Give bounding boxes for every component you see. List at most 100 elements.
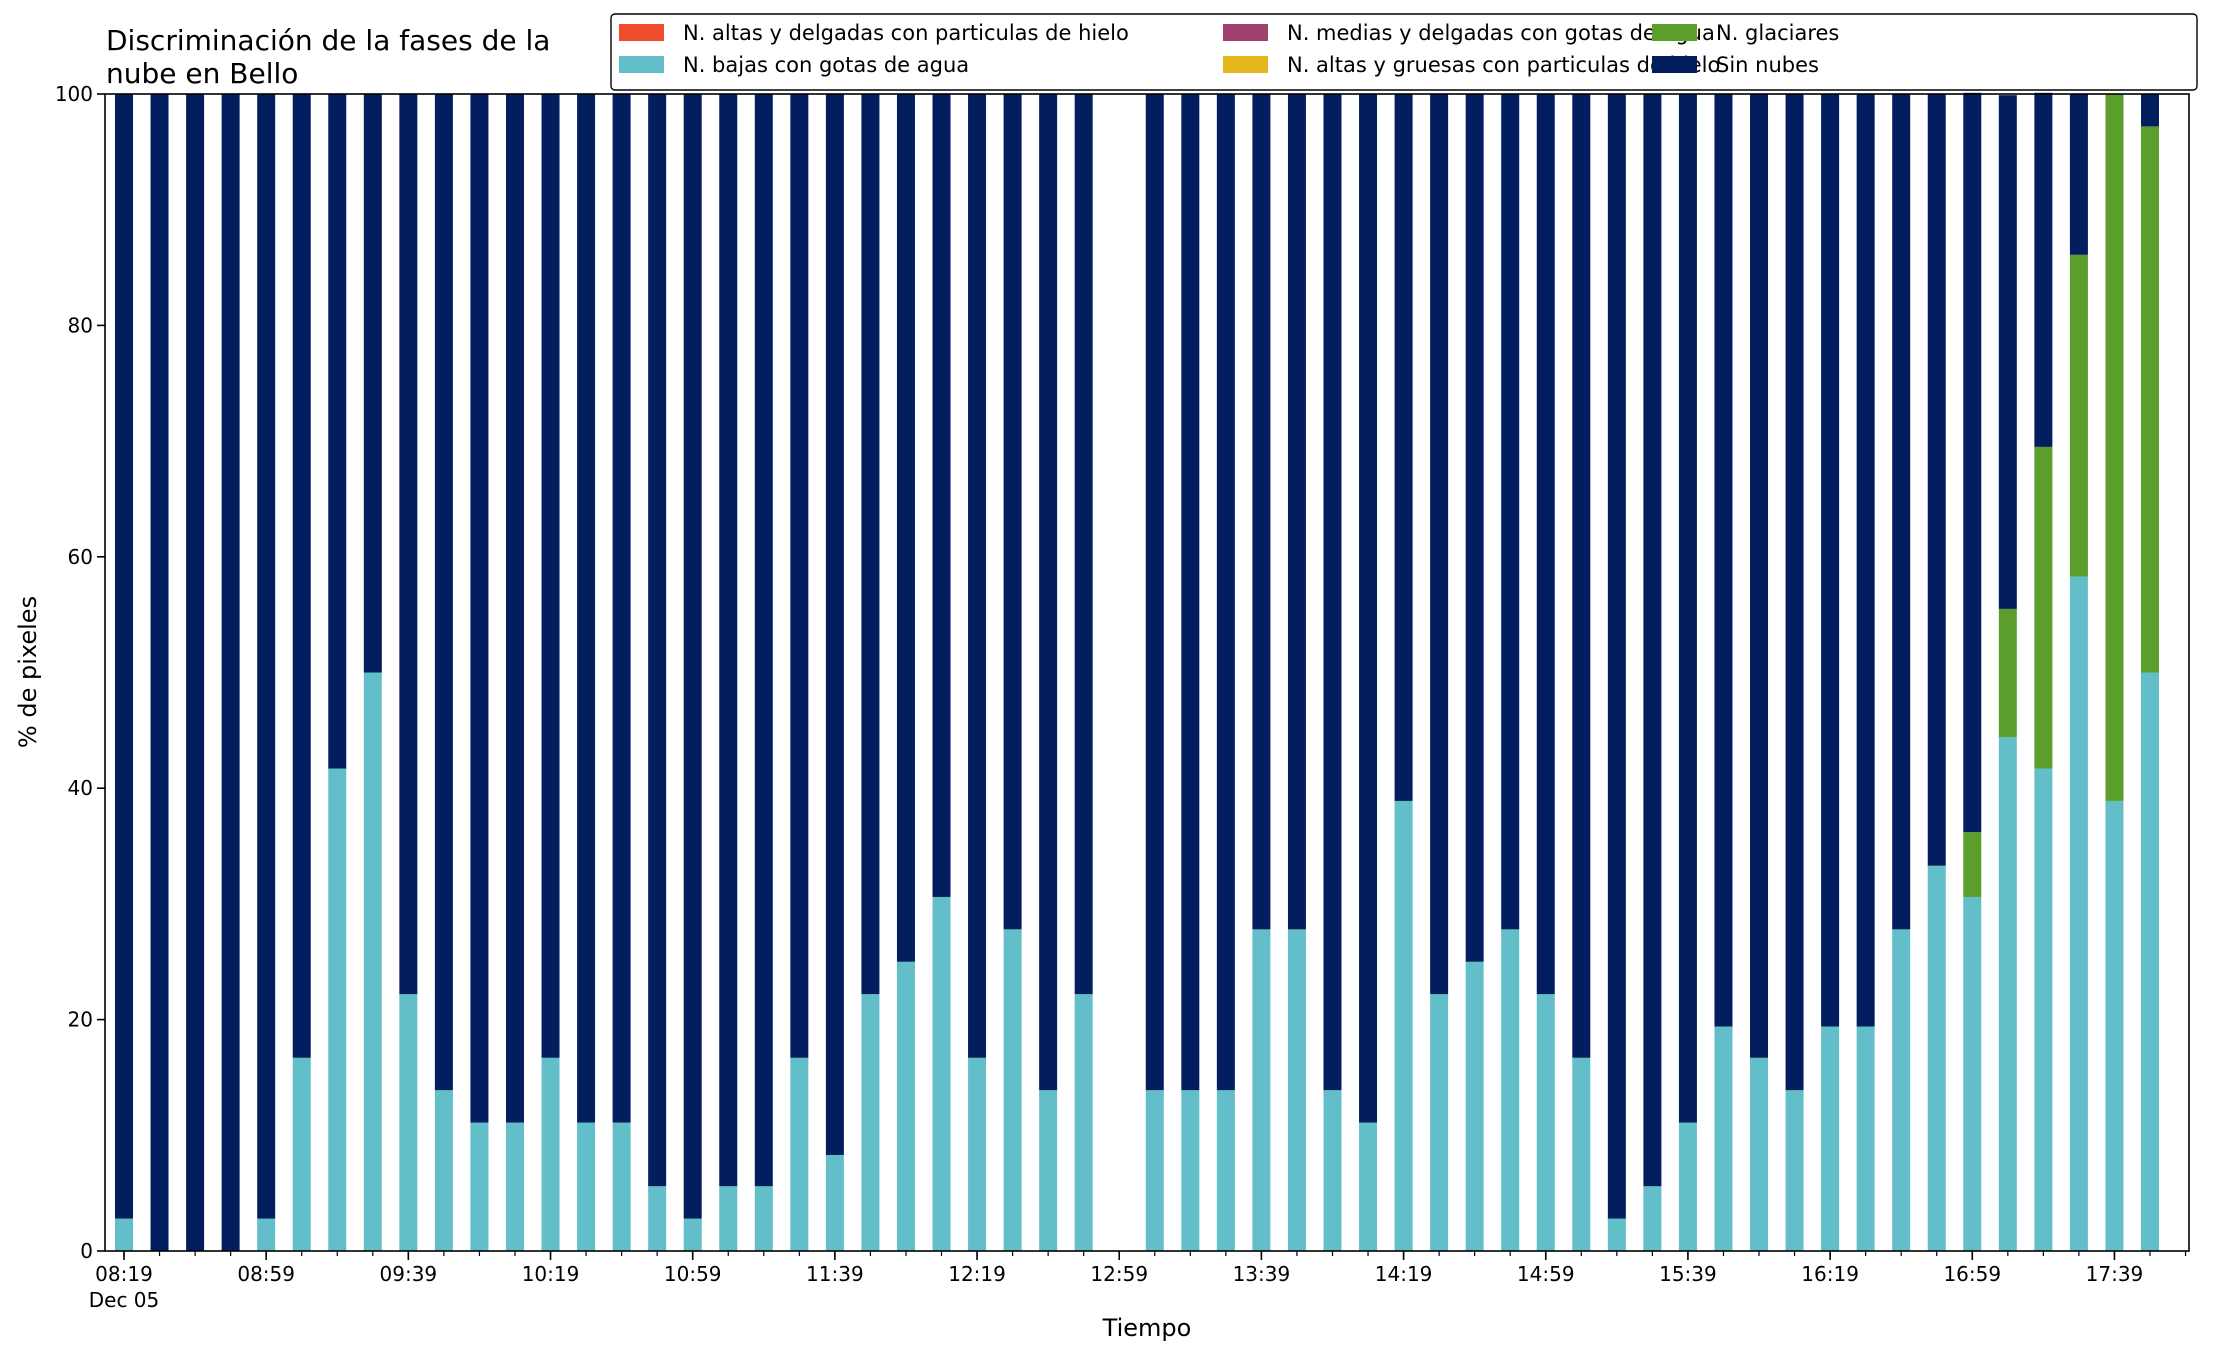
bar-segment — [2105, 800, 2124, 1251]
bar-segment — [754, 1186, 773, 1251]
bar-segment — [1181, 94, 1200, 1091]
x-tick-label: 12:59 — [1090, 1262, 1148, 1286]
bar-segment — [1927, 94, 1946, 866]
bar-segment — [1145, 94, 1164, 1091]
bar-segment — [1785, 1090, 1804, 1251]
bar-segment — [1963, 896, 1982, 1251]
bar-segment — [648, 94, 667, 1187]
x-tick-label: 16:59 — [1943, 1262, 2001, 1286]
bar-segment — [2034, 768, 2053, 1251]
bar-segment — [292, 1057, 311, 1251]
bar-segment — [1039, 1090, 1058, 1251]
bar-segment — [968, 94, 987, 1058]
bar-segment — [1359, 94, 1378, 1123]
bar-segment — [1287, 929, 1306, 1251]
bar-segment — [1359, 1122, 1378, 1251]
bar-segment — [1643, 94, 1662, 1187]
bar-segment — [1750, 94, 1769, 1058]
bar-segment — [541, 1057, 560, 1251]
y-axis: 0 20 40 60 80 100 — [55, 82, 105, 1263]
bar-segment — [577, 1122, 596, 1251]
legend-swatch — [619, 56, 664, 73]
y-tick-label: 20 — [68, 1008, 93, 1032]
bar-segment — [932, 94, 951, 897]
x-tick-label: 16:19 — [1801, 1262, 1859, 1286]
bar-segment — [1607, 94, 1626, 1219]
bar-segment — [612, 94, 631, 1123]
x-tick-label: 14:59 — [1517, 1262, 1575, 1286]
bar-segment — [790, 94, 809, 1058]
x-tick-label: 13:39 — [1233, 1262, 1291, 1286]
legend-entry-label: N. altas y gruesas con particulas de hie… — [1287, 53, 1720, 77]
bar-segment — [932, 896, 951, 1251]
bar-segment — [292, 94, 311, 1058]
bar-segment — [648, 1186, 667, 1251]
bar-segment — [1714, 94, 1733, 1027]
bar-segment — [1892, 94, 1911, 930]
bar-segment — [1714, 1026, 1733, 1251]
bar-segment — [1287, 94, 1306, 930]
plot-area-frame — [104, 93, 2190, 1252]
bar-segment — [1998, 95, 2017, 609]
bar-segment — [719, 1186, 738, 1251]
bars-group — [115, 92, 2159, 1251]
bar-segment — [115, 1218, 133, 1251]
bar-segment — [577, 94, 596, 1123]
chart-title-line-2: nube en Bello — [106, 57, 298, 90]
bar-segment — [612, 1122, 631, 1251]
bar-segment — [790, 1057, 809, 1251]
bar-segment — [2034, 446, 2053, 769]
bar-segment — [1181, 1090, 1200, 1251]
bar-segment — [1678, 94, 1697, 1123]
bar-segment — [2069, 576, 2088, 1251]
bar-segment — [2069, 254, 2088, 577]
bar-segment — [2105, 94, 2124, 801]
x-tick-label: 09:39 — [380, 1262, 438, 1286]
bar-segment — [1465, 94, 1484, 962]
bar-segment — [825, 1154, 844, 1251]
legend-entry-label: Sin nubes — [1716, 53, 1819, 77]
bar-segment — [2069, 94, 2088, 255]
bar-segment — [505, 1122, 524, 1251]
bar-segment — [115, 94, 133, 1219]
bar-segment — [399, 94, 418, 995]
bar-segment — [1074, 94, 1093, 995]
bar-segment — [1323, 1090, 1342, 1251]
bar-segment — [150, 94, 169, 1251]
bar-segment — [363, 672, 382, 1251]
bar-segment — [1252, 94, 1271, 930]
y-tick-label: 60 — [68, 545, 93, 569]
bar-segment — [2034, 92, 2053, 447]
bar-segment — [896, 961, 915, 1251]
x-tick-label: 14:19 — [1375, 1262, 1433, 1286]
x-tick-label: 10:19 — [522, 1262, 580, 1286]
bar-segment — [825, 94, 844, 1155]
y-tick-label: 0 — [80, 1239, 93, 1263]
bar-segment — [221, 94, 240, 1251]
bar-segment — [1145, 1090, 1164, 1251]
legend-swatch — [1223, 24, 1268, 41]
x-axis-label: Tiempo — [1102, 1314, 1192, 1342]
bar-segment — [1998, 608, 2017, 738]
y-tick-label: 40 — [68, 776, 93, 800]
bar-segment — [1927, 865, 1946, 1251]
bar-segment — [1856, 1026, 1875, 1251]
bar-segment — [719, 94, 738, 1187]
bar-segment — [1750, 1057, 1769, 1251]
bar-segment — [1323, 94, 1342, 1091]
bar-segment — [541, 94, 560, 1058]
chart-title-line-1: Discriminación de la fases de la — [106, 24, 550, 57]
bar-segment — [470, 94, 489, 1123]
legend-swatch — [619, 24, 664, 41]
bar-segment — [1998, 737, 2017, 1251]
bar-segment — [1821, 1026, 1840, 1251]
bar-segment — [754, 94, 773, 1187]
x-tick-label: 17:39 — [2086, 1262, 2144, 1286]
legend-entry-label: N. altas y delgadas con particulas de hi… — [683, 21, 1129, 45]
bar-segment — [1821, 94, 1840, 1027]
bar-segment — [1394, 94, 1413, 801]
bar-segment — [505, 94, 524, 1123]
bar-segment — [257, 1218, 276, 1251]
